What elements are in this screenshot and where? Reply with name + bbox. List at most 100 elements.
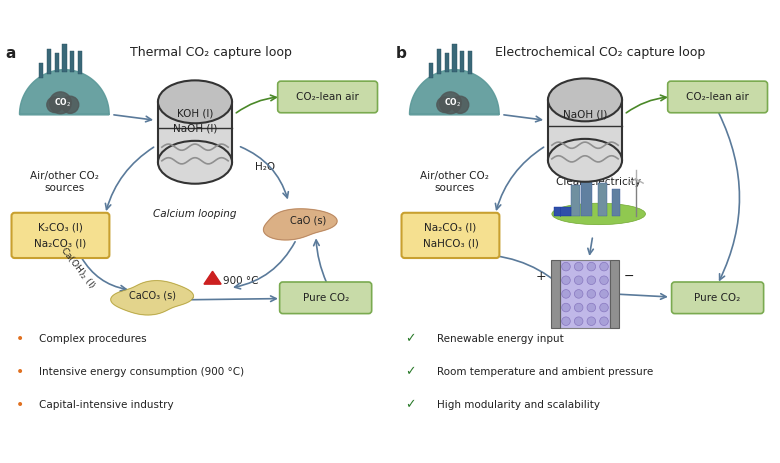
FancyBboxPatch shape (402, 213, 499, 258)
Circle shape (562, 263, 570, 271)
FancyArrowPatch shape (588, 238, 594, 254)
FancyBboxPatch shape (62, 44, 67, 72)
Circle shape (440, 92, 462, 114)
Text: CaCO₃ (s): CaCO₃ (s) (129, 291, 176, 301)
FancyArrowPatch shape (240, 147, 289, 198)
Circle shape (587, 290, 596, 298)
Text: KOH (l): KOH (l) (177, 108, 213, 118)
FancyBboxPatch shape (437, 49, 441, 75)
Circle shape (600, 276, 608, 285)
Ellipse shape (551, 203, 645, 225)
Circle shape (62, 96, 79, 113)
Text: H₂O: H₂O (255, 162, 275, 172)
FancyArrowPatch shape (504, 115, 541, 122)
Text: Clean electricity: Clean electricity (556, 177, 641, 187)
FancyBboxPatch shape (559, 260, 610, 328)
FancyBboxPatch shape (551, 260, 559, 328)
FancyBboxPatch shape (610, 260, 619, 328)
Circle shape (574, 276, 583, 285)
Text: Renewable energy input: Renewable energy input (437, 334, 563, 344)
Circle shape (587, 276, 596, 285)
Circle shape (437, 97, 452, 113)
Circle shape (574, 317, 583, 325)
Text: ✓: ✓ (406, 365, 416, 378)
Text: Capital-intensive industry: Capital-intensive industry (39, 400, 174, 410)
Ellipse shape (158, 81, 232, 123)
Text: CO$_2$: CO$_2$ (444, 97, 461, 109)
FancyArrowPatch shape (81, 257, 126, 291)
FancyBboxPatch shape (672, 282, 764, 313)
Circle shape (562, 290, 570, 298)
FancyArrowPatch shape (235, 242, 295, 289)
FancyBboxPatch shape (70, 51, 74, 72)
Circle shape (562, 303, 570, 312)
Circle shape (574, 290, 583, 298)
Polygon shape (410, 69, 499, 114)
FancyArrowPatch shape (192, 296, 276, 301)
FancyArrowPatch shape (626, 95, 666, 113)
Text: Complex procedures: Complex procedures (39, 334, 147, 344)
Text: 900 °C: 900 °C (223, 276, 259, 286)
FancyBboxPatch shape (47, 49, 51, 75)
FancyBboxPatch shape (279, 282, 371, 313)
Text: High modularity and scalability: High modularity and scalability (437, 400, 600, 410)
Text: CO$_2$: CO$_2$ (54, 97, 71, 109)
Circle shape (600, 317, 608, 325)
Polygon shape (264, 209, 337, 240)
FancyBboxPatch shape (39, 63, 44, 78)
Text: a: a (6, 46, 16, 61)
Circle shape (600, 263, 608, 271)
Text: Na₂CO₃ (l): Na₂CO₃ (l) (34, 238, 87, 248)
Polygon shape (20, 69, 109, 114)
Ellipse shape (548, 78, 622, 121)
FancyBboxPatch shape (668, 81, 768, 113)
FancyArrowPatch shape (114, 115, 151, 122)
Text: −: − (624, 270, 634, 283)
Circle shape (574, 263, 583, 271)
Circle shape (47, 97, 62, 113)
Circle shape (50, 92, 72, 114)
FancyArrowPatch shape (719, 113, 739, 280)
FancyArrowPatch shape (471, 255, 558, 283)
Text: ✓: ✓ (406, 399, 416, 412)
Text: •: • (16, 365, 24, 379)
Text: Calcium looping: Calcium looping (153, 209, 237, 219)
FancyBboxPatch shape (598, 183, 607, 216)
Text: Intensive energy consumption (900 °C): Intensive energy consumption (900 °C) (39, 367, 244, 377)
FancyBboxPatch shape (452, 44, 457, 72)
Circle shape (600, 290, 608, 298)
FancyArrowPatch shape (105, 147, 154, 209)
Circle shape (587, 263, 596, 271)
Text: Air/other CO₂
sources: Air/other CO₂ sources (30, 171, 99, 193)
FancyBboxPatch shape (612, 188, 620, 216)
Ellipse shape (158, 141, 232, 184)
Text: Thermal CO₂ capture loop: Thermal CO₂ capture loop (129, 46, 292, 59)
Text: +: + (536, 270, 546, 283)
Text: Air/other CO₂
sources: Air/other CO₂ sources (420, 171, 489, 193)
Text: NaOH (l): NaOH (l) (173, 124, 217, 134)
Text: Pure CO₂: Pure CO₂ (303, 293, 349, 303)
FancyBboxPatch shape (78, 51, 83, 75)
Circle shape (600, 303, 608, 312)
FancyBboxPatch shape (158, 102, 232, 162)
Circle shape (587, 303, 596, 312)
Text: CO₂-lean air: CO₂-lean air (296, 92, 359, 102)
FancyBboxPatch shape (571, 185, 580, 216)
Text: ✓: ✓ (406, 332, 416, 345)
Circle shape (587, 317, 596, 325)
Circle shape (562, 276, 570, 285)
Polygon shape (111, 281, 193, 315)
FancyBboxPatch shape (468, 51, 473, 75)
FancyBboxPatch shape (460, 51, 464, 72)
Text: •: • (16, 398, 24, 412)
Circle shape (562, 317, 570, 325)
Text: b: b (396, 46, 406, 61)
Circle shape (574, 303, 583, 312)
FancyArrowPatch shape (236, 95, 276, 113)
Text: K₂CO₃ (l): K₂CO₃ (l) (38, 223, 83, 232)
FancyArrowPatch shape (314, 240, 327, 282)
FancyBboxPatch shape (554, 207, 571, 216)
Text: CaO (s): CaO (s) (290, 216, 326, 225)
Text: Pure CO₂: Pure CO₂ (694, 293, 741, 303)
Circle shape (452, 96, 469, 113)
